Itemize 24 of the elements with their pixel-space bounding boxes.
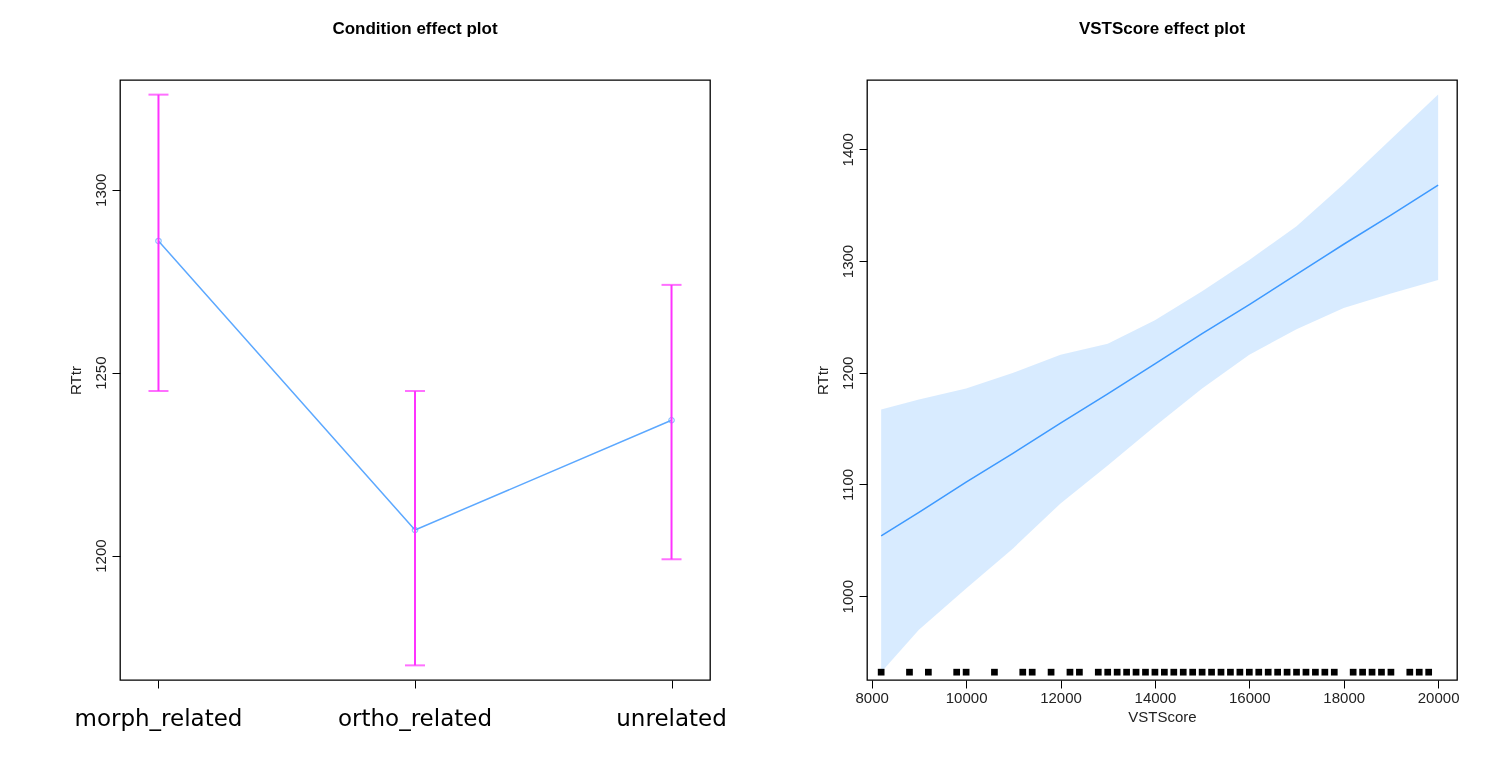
y-tick-label: 1400: [838, 133, 856, 167]
x-tick-label: morph_related: [74, 705, 243, 731]
x-tick-label: 14000: [1134, 688, 1177, 706]
x-axis-title: VSTScore: [1128, 707, 1197, 725]
y-axis-title: RTtr: [66, 366, 84, 395]
y-tick-label: 1200: [91, 539, 109, 573]
x-tick-label: ortho_related: [337, 705, 493, 731]
x-tick-label: unrelated: [616, 705, 727, 731]
y-tick-label: 1100: [838, 468, 856, 502]
x-tick-label: 10000: [945, 688, 988, 706]
y-tick-label: 1000: [838, 580, 856, 614]
x-tick-label: 8000: [855, 688, 889, 706]
chart-title: Condition effect plot: [332, 19, 498, 38]
x-tick-label: 18000: [1323, 688, 1366, 706]
line-series: [880, 184, 1439, 537]
x-tick-label: 20000: [1417, 688, 1460, 706]
chart-title: VSTScore effect plot: [1078, 19, 1246, 38]
x-tick-label: 16000: [1228, 688, 1271, 706]
x-tick-label: 12000: [1040, 688, 1082, 706]
y-axis-title: RTtr: [813, 366, 831, 395]
y-tick-label: 1300: [91, 173, 109, 207]
y-tick-label: 1250: [91, 356, 109, 390]
y-tick-label: 1200: [838, 356, 856, 390]
y-tick-label: 1300: [838, 244, 856, 279]
